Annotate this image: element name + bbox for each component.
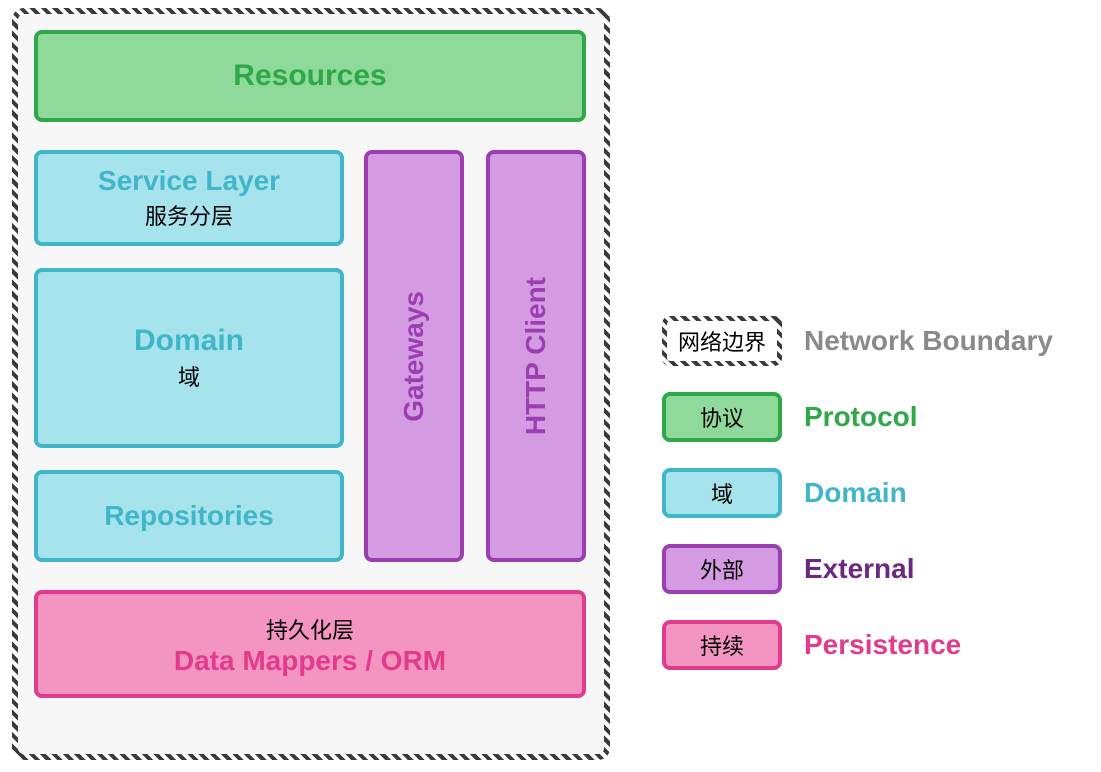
domain-label: Domain [134, 324, 244, 358]
repositories-box: Repositories [34, 470, 344, 562]
data-mappers-suplabel: 持久化层 [266, 613, 354, 645]
domain-sublabel: 域 [178, 360, 200, 392]
domain-box: Domain 域 [34, 268, 344, 448]
http-client-label: HTTP Client [520, 277, 552, 435]
legend-label: Network Boundary [804, 325, 1053, 357]
legend-swatch: 协议 [662, 392, 782, 442]
data-mappers-box: 持久化层 Data Mappers / ORM [34, 590, 586, 698]
legend-row: 持续 Persistence [662, 620, 961, 670]
legend-label: Protocol [804, 401, 918, 433]
legend-row: 外部 External [662, 544, 915, 594]
service-layer-label: Service Layer [98, 165, 280, 197]
gateways-box: Gateways [364, 150, 464, 562]
gateways-label: Gateways [398, 291, 430, 422]
legend-swatch: 网络边界 [662, 316, 782, 366]
legend-row: 域 Domain [662, 468, 907, 518]
legend-label: Persistence [804, 629, 961, 661]
resources-box: Resources [34, 30, 586, 122]
diagram-canvas: Resources Service Layer 服务分层 Domain 域 Re… [0, 0, 1101, 772]
legend-swatch: 域 [662, 468, 782, 518]
legend-swatch: 外部 [662, 544, 782, 594]
http-client-box: HTTP Client [486, 150, 586, 562]
legend-label: Domain [804, 477, 907, 509]
legend-row: 网络边界 Network Boundary [662, 316, 1053, 366]
data-mappers-label: Data Mappers / ORM [174, 645, 446, 677]
legend-row: 协议 Protocol [662, 392, 918, 442]
legend-swatch: 持续 [662, 620, 782, 670]
repositories-label: Repositories [104, 500, 274, 532]
legend-label: External [804, 553, 915, 585]
service-layer-box: Service Layer 服务分层 [34, 150, 344, 246]
service-layer-sublabel: 服务分层 [145, 199, 233, 231]
resources-label: Resources [233, 59, 386, 93]
